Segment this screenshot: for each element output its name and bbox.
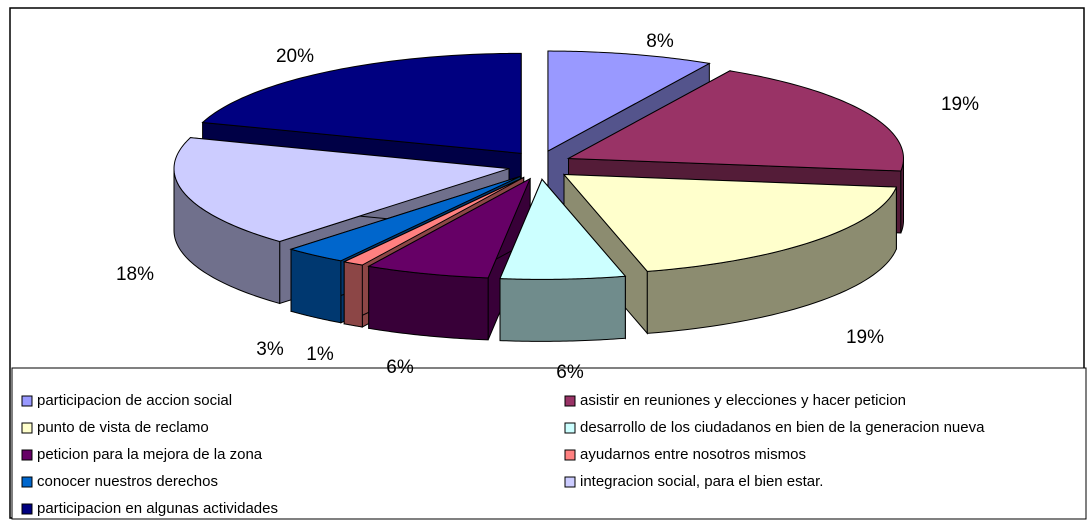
legend-box	[11, 367, 1087, 520]
slice-top	[562, 173, 898, 272]
slice-top	[201, 52, 522, 154]
data-label: 8%	[646, 31, 674, 52]
legend-swatch	[564, 422, 576, 434]
slice-top	[367, 177, 532, 279]
legend-label: conocer nuestros derechos	[37, 473, 218, 490]
slice-top	[342, 176, 524, 266]
data-label: 6%	[386, 357, 414, 378]
data-label: 6%	[556, 362, 584, 383]
legend-swatch	[21, 476, 33, 488]
slice-top	[566, 70, 905, 172]
data-label: 18%	[116, 264, 154, 285]
slice	[562, 173, 898, 335]
data-label: 19%	[941, 94, 979, 115]
legend-swatch	[21, 449, 33, 461]
legend-swatch	[21, 503, 33, 515]
legend-swatch	[564, 395, 576, 407]
slice-wall	[499, 275, 626, 342]
legend-swatch	[564, 449, 576, 461]
slice-wall	[343, 261, 363, 328]
legend-label: participacion de accion social	[37, 392, 232, 409]
legend-label: participacion en algunas actividades	[37, 500, 278, 517]
data-label: 3%	[256, 339, 284, 360]
slice-top	[173, 137, 510, 243]
data-label: 19%	[846, 327, 884, 348]
legend-label: desarrollo de los ciudadanos en bien de …	[580, 419, 985, 436]
legend-swatch	[564, 476, 576, 488]
legend-swatch	[21, 395, 33, 407]
data-label: 1%	[306, 344, 334, 365]
slice-top	[547, 50, 711, 152]
slice-wall	[290, 248, 342, 324]
legend-label: integracion social, para el bien estar.	[580, 473, 823, 490]
slice-top	[499, 178, 627, 280]
slice-top	[289, 175, 521, 262]
legend-swatch	[21, 422, 33, 434]
legend-label: punto de vista de reclamo	[37, 419, 209, 436]
legend-label: peticion para la mejora de la zona	[37, 446, 263, 463]
legend-label: ayudarnos entre nosotros mismos	[580, 446, 806, 463]
slice	[499, 178, 627, 342]
legend-label: asistir en reuniones y elecciones y hace…	[580, 392, 906, 409]
data-label: 20%	[276, 46, 314, 67]
